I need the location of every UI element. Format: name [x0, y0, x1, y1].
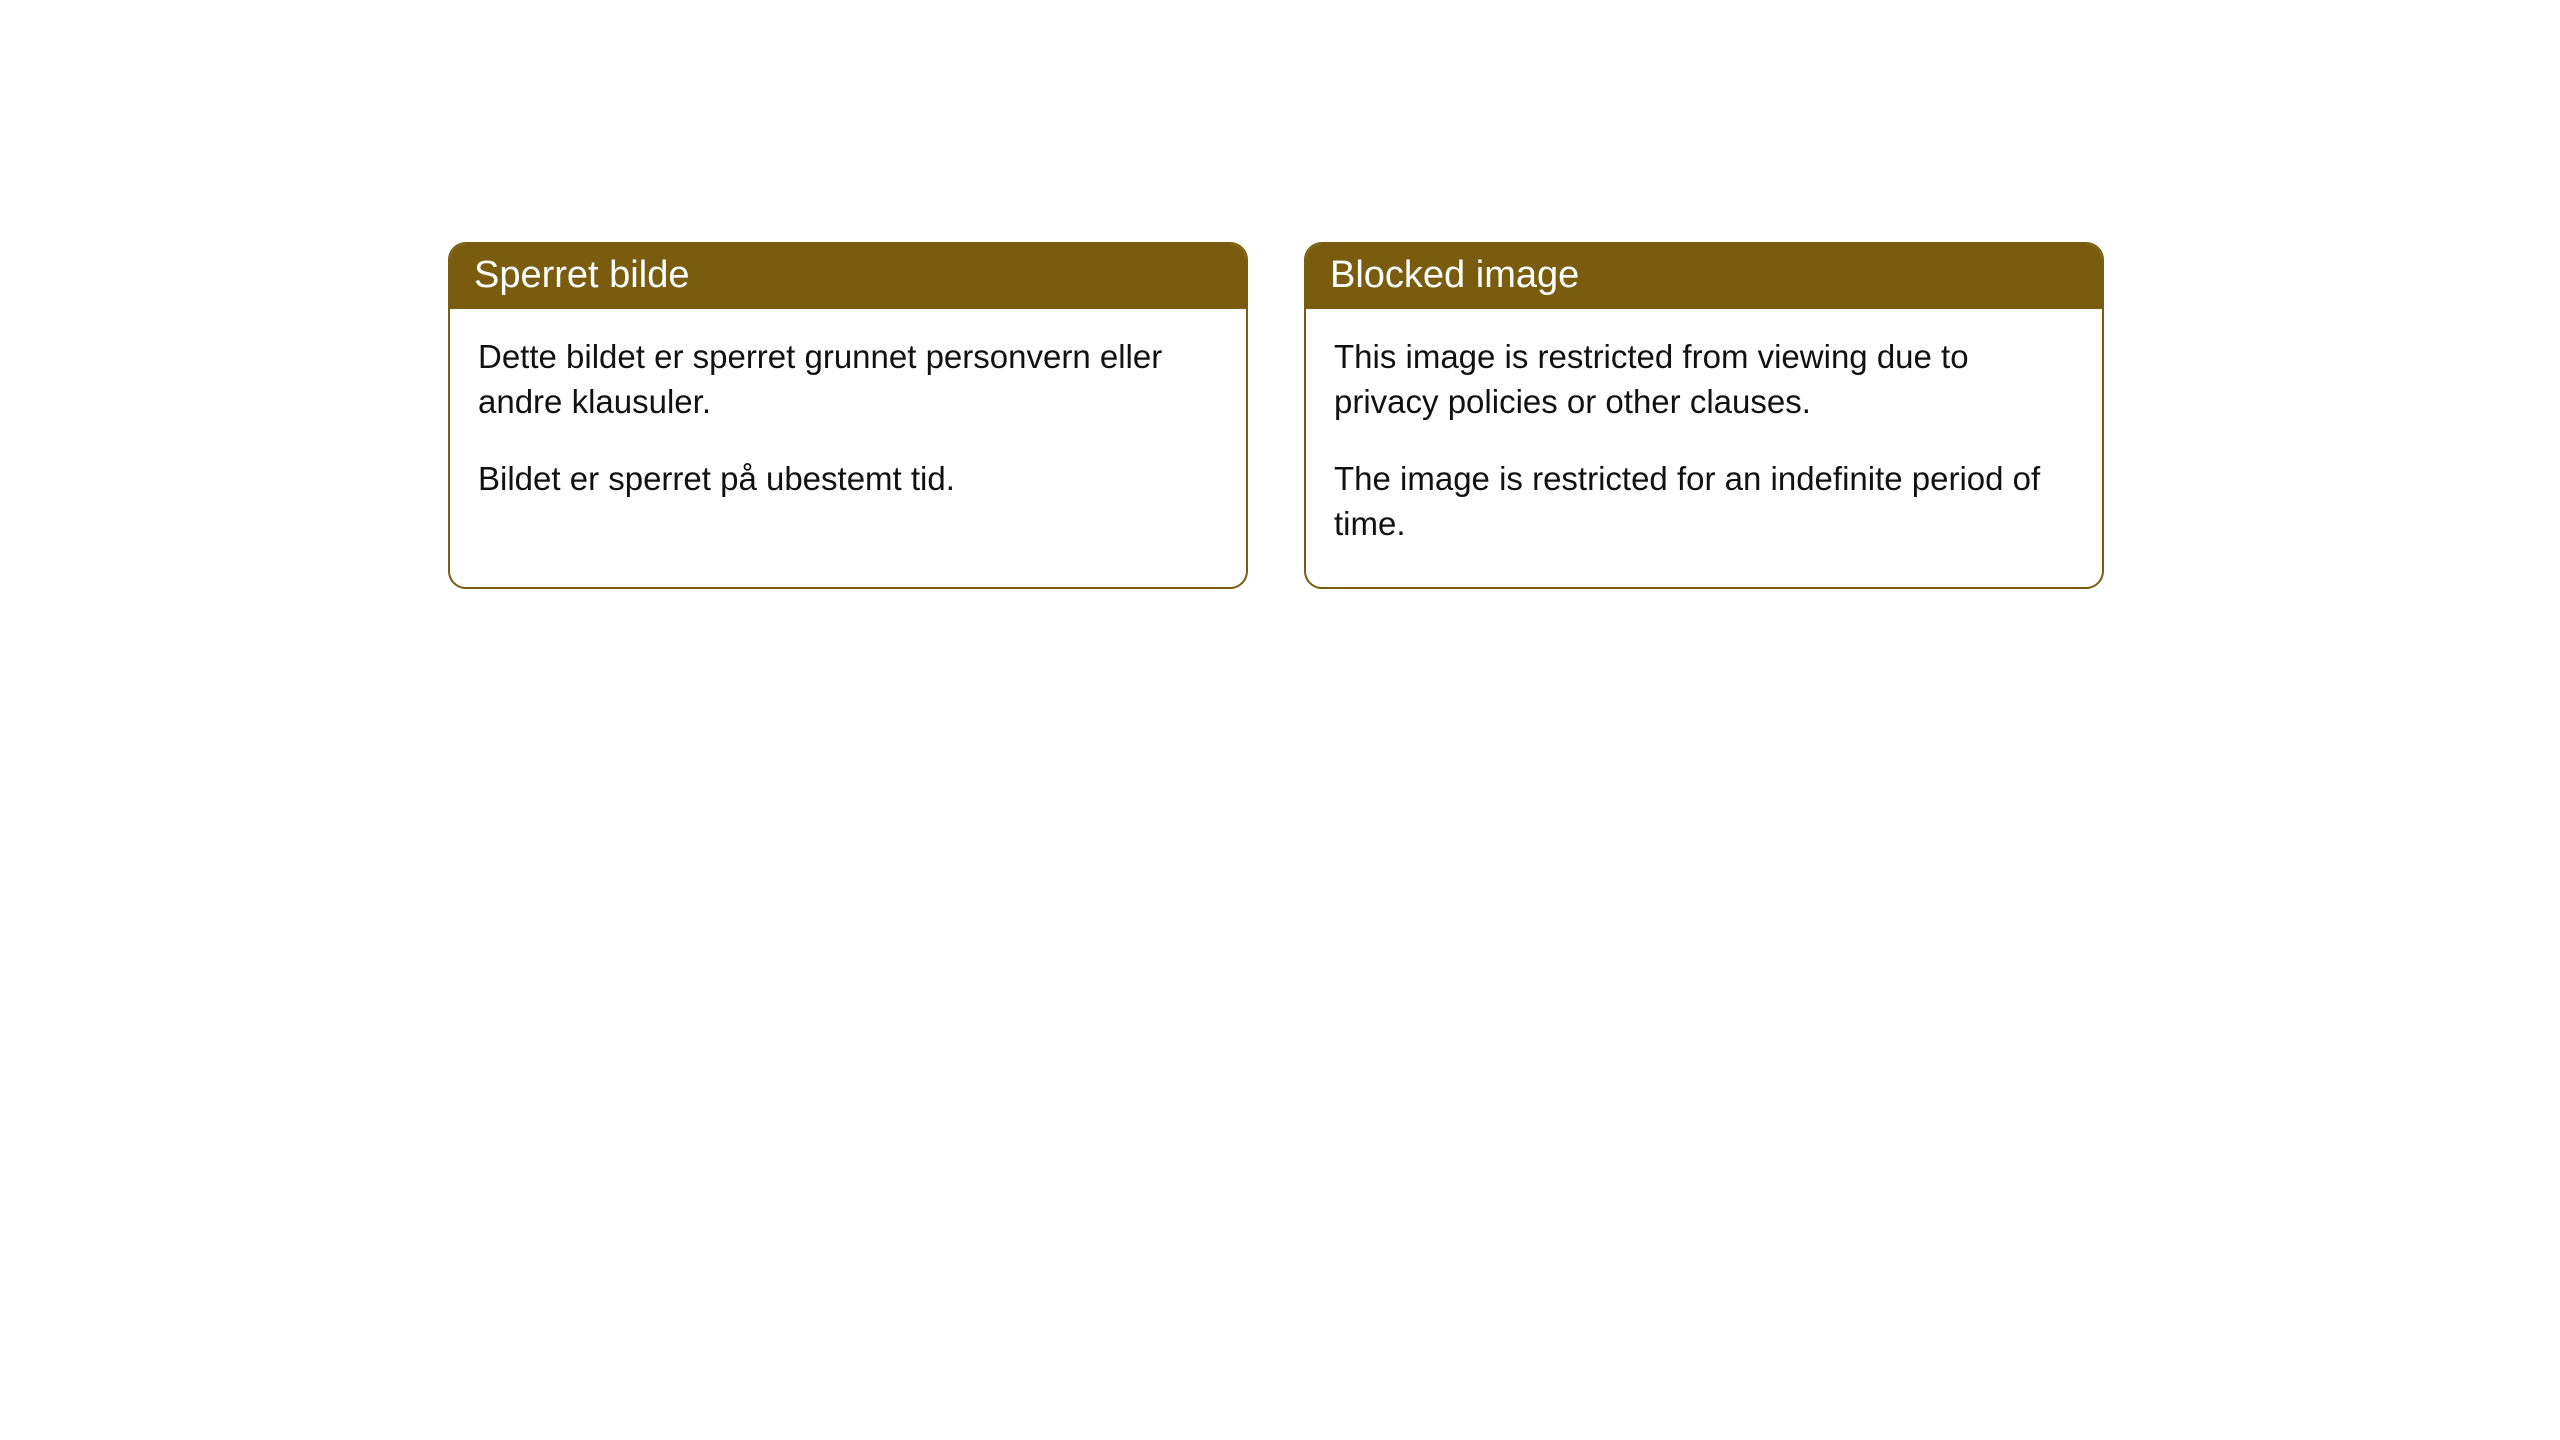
card-body: Dette bildet er sperret grunnet personve…	[450, 309, 1246, 542]
card-title: Sperret bilde	[450, 244, 1246, 309]
card-paragraph: The image is restricted for an indefinit…	[1334, 457, 2074, 547]
card-paragraph: Dette bildet er sperret grunnet personve…	[478, 335, 1218, 425]
card-title: Blocked image	[1306, 244, 2102, 309]
card-body: This image is restricted from viewing du…	[1306, 309, 2102, 587]
notice-card-norwegian: Sperret bilde Dette bildet er sperret gr…	[448, 242, 1248, 589]
card-paragraph: This image is restricted from viewing du…	[1334, 335, 2074, 425]
cards-container: Sperret bilde Dette bildet er sperret gr…	[448, 242, 2104, 589]
card-paragraph: Bildet er sperret på ubestemt tid.	[478, 457, 1218, 502]
notice-card-english: Blocked image This image is restricted f…	[1304, 242, 2104, 589]
